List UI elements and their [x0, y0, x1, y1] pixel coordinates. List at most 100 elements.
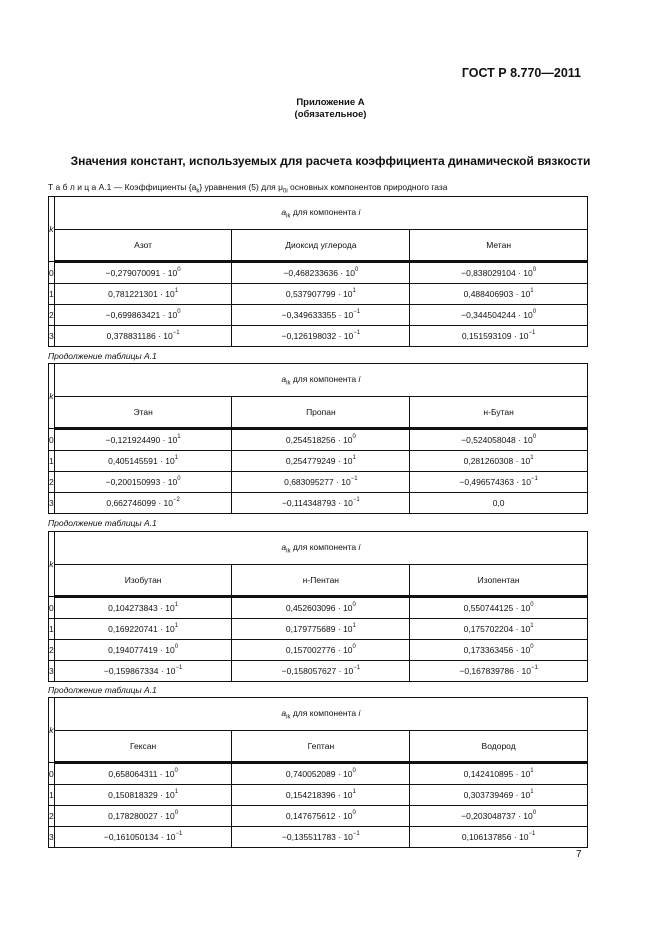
value-cell: −0,114348793 · 10−1 — [231, 492, 411, 514]
value-cell: −0,699863421 · 100 — [53, 304, 233, 326]
mantissa: 0,194077419 — [108, 645, 158, 655]
group-a: a — [281, 707, 287, 718]
component-header: Метан — [409, 229, 588, 263]
value-cell: −0,126198032 · 10−1 — [231, 325, 411, 347]
table-row: 2 0,194077419 · 100 0,157002776 · 100 0,173… — [48, 639, 588, 661]
k-cell: 3 — [48, 325, 55, 347]
value-cell: −0,121924490 · 101 — [53, 428, 233, 451]
value-cell: 0,254518256 · 100 — [231, 428, 411, 451]
mantissa: 0,0 — [492, 498, 505, 508]
exponent: 0 — [530, 602, 534, 608]
table-row: 0 0,104273843 · 101 0,452603096 · 100 0,550… — [48, 596, 588, 619]
value-cell: 0,658064311 · 100 — [53, 762, 233, 785]
exponent: 1 — [174, 789, 179, 795]
coefficient-table: k aik для компонента i Этан Пропан н-Бутан 0−… — [48, 363, 589, 514]
value-cell: 0,151593109 · 10−1 — [409, 325, 588, 347]
table-row: 1 0,405145591 · 101 0,254779249 · 101 0,281… — [48, 450, 588, 472]
mantissa: −0,167839786 — [459, 666, 514, 676]
value-cell: 0,683095277 · 10−1 — [231, 471, 411, 493]
exponent: 0 — [532, 434, 537, 440]
value-cell: 0,106137856 · 10−1 — [409, 826, 588, 848]
times-ten: · 10 — [160, 435, 178, 445]
component-header-row: Этан Пропан н-Бутан — [49, 396, 588, 430]
exponent: 1 — [352, 623, 356, 629]
table-row: 2 −0,699863421 · 100 −0,349633355 · 10−1 −0… — [48, 304, 588, 326]
component-header: Водород — [409, 730, 588, 764]
caption-sub-2: 0i — [283, 188, 288, 195]
exponent: −1 — [352, 831, 360, 837]
value-cell: −0,135511783 · 10−1 — [231, 826, 411, 848]
table-row: 3 0,662746099 · 10−2 −0,114348793 · 10−1 0,… — [48, 492, 588, 514]
times-ten: · 10 — [513, 666, 531, 676]
times-ten: · 10 — [157, 456, 175, 466]
caption-text: Т а б л и ц а А.1 — Коэффициенты {a — [48, 182, 197, 192]
mantissa: 0,104273843 — [108, 603, 158, 613]
times-ten: · 10 — [513, 790, 531, 800]
exponent: −1 — [175, 665, 183, 671]
times-ten: · 10 — [157, 624, 175, 634]
component-header-row: Гексан Гептан Водород — [49, 730, 588, 764]
times-ten: · 10 — [335, 832, 353, 842]
times-ten: · 10 — [335, 289, 353, 299]
group-i: i — [358, 206, 361, 217]
group-sub: ik — [286, 380, 291, 387]
value-cell: −0,161050134 · 10−1 — [53, 826, 233, 848]
mantissa: 0,662746099 — [106, 498, 156, 508]
header-row: k aik для компонента i — [48, 196, 589, 262]
times-ten: · 10 — [157, 645, 175, 655]
component-header-row: Азот Диоксид углерода Метан — [49, 229, 588, 263]
mantissa: 0,106137856 — [461, 832, 512, 842]
document-code: ГОСТ Р 8.770—2011 — [461, 66, 581, 80]
times-ten: · 10 — [157, 811, 175, 821]
exponent: 1 — [352, 288, 356, 294]
times-ten: · 10 — [335, 811, 353, 821]
value-cell: 0,169220741 · 101 — [53, 618, 233, 640]
value-cell: −0,279070091 · 100 — [53, 261, 233, 284]
group-a: a — [281, 206, 287, 217]
times-ten: · 10 — [157, 790, 175, 800]
group-header: aik для компонента i — [53, 531, 589, 565]
table-row: 0 −0,121924490 · 101 0,254518256 · 100 −0,5… — [48, 428, 588, 451]
k-cell: 3 — [48, 492, 55, 514]
exponent: 0 — [352, 644, 356, 650]
table-row: 3 0,378831186 · 10−1 −0,126198032 · 10−1 0,… — [48, 325, 588, 347]
exponent: −1 — [531, 665, 538, 671]
exponent: 1 — [174, 455, 179, 461]
exponent: −1 — [352, 497, 360, 503]
value-cell: 0,147675612 · 100 — [231, 805, 411, 827]
exponent: 0 — [352, 434, 356, 440]
group-header: aik для компонента i — [53, 363, 589, 397]
mantissa: −0,161050134 — [103, 832, 159, 842]
times-ten: · 10 — [335, 498, 353, 508]
times-ten: · 10 — [513, 603, 531, 613]
group-header: aik для компонента i — [53, 196, 589, 230]
times-ten: · 10 — [511, 331, 529, 341]
value-cell: 0,194077419 · 100 — [53, 639, 233, 661]
value-cell: 0,550744125 · 100 — [409, 596, 588, 619]
exponent: 0 — [530, 644, 534, 650]
value-cell: 0,178280027 · 100 — [53, 805, 233, 827]
group-sub: ik — [286, 213, 291, 220]
k-cell: 3 — [48, 660, 55, 682]
exponent: 1 — [177, 434, 181, 440]
times-ten: · 10 — [155, 331, 173, 341]
exponent: −1 — [353, 665, 361, 671]
mantissa: −0,496574363 — [459, 477, 514, 487]
group-i: i — [358, 373, 361, 384]
header-row: k aik для компонента i — [48, 697, 589, 763]
group-sub: ik — [286, 548, 291, 555]
mantissa: 0,154218396 — [285, 790, 336, 800]
times-ten: · 10 — [157, 769, 175, 779]
group-text: для компонента — [290, 206, 359, 217]
value-cell: −0,167839786 · 10−1 — [409, 660, 588, 682]
value-cell: −0,468233636 · 100 — [231, 261, 411, 284]
mantissa: −0,699863421 — [105, 310, 161, 320]
mantissa: 0,452603096 — [285, 603, 336, 613]
times-ten: · 10 — [513, 456, 531, 466]
mantissa: 0,405145591 — [108, 456, 158, 466]
mantissa: −0,524058048 — [461, 435, 516, 445]
group-i: i — [358, 707, 361, 718]
coefficient-table: k aik для компонента i Гексан Гептан Водород… — [48, 697, 589, 848]
caption-sub: k — [196, 188, 200, 195]
continuation-label: Продолжение таблицы А.1 — [48, 685, 157, 695]
